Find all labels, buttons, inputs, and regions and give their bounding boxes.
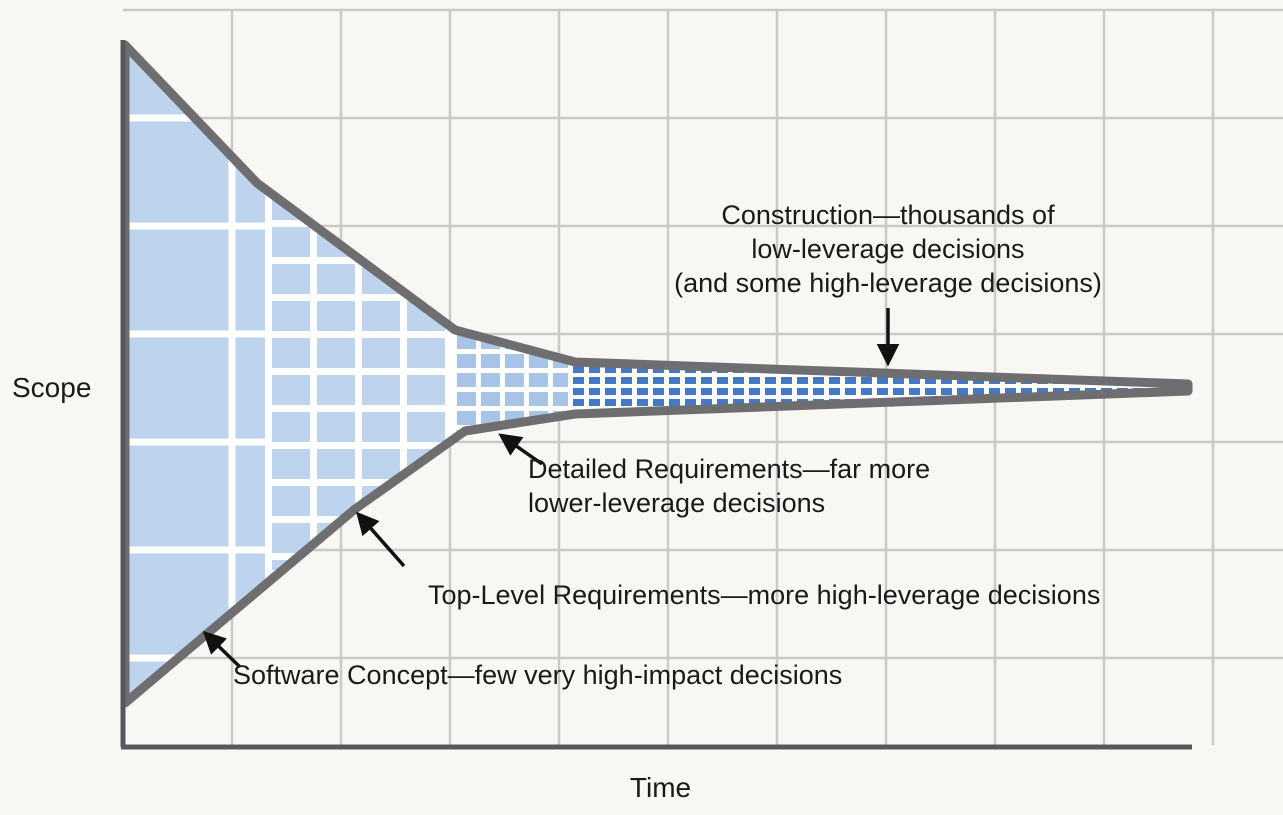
software-concept-arrow (202, 630, 242, 669)
annotation-construction: Construction—thousands of low-leverage d… (674, 200, 1102, 298)
annotation-software-concept: Software Concept—few very high-impact de… (233, 660, 843, 690)
annotation-detailed-requirements: Detailed Requirements—far more lower-lev… (528, 454, 931, 518)
x-axis-label: Time (629, 772, 692, 803)
detailed-requirements-arrow (498, 433, 544, 466)
funnel-outline (120, 40, 1193, 708)
top-level-requirements-arrow (355, 511, 406, 568)
annotation-top-level-requirements: Top-Level Requirements—more high-leverag… (428, 580, 1101, 610)
axes (120, 40, 1192, 750)
y-axis-label: Scope (12, 372, 92, 403)
annotation-arrows (202, 308, 900, 669)
